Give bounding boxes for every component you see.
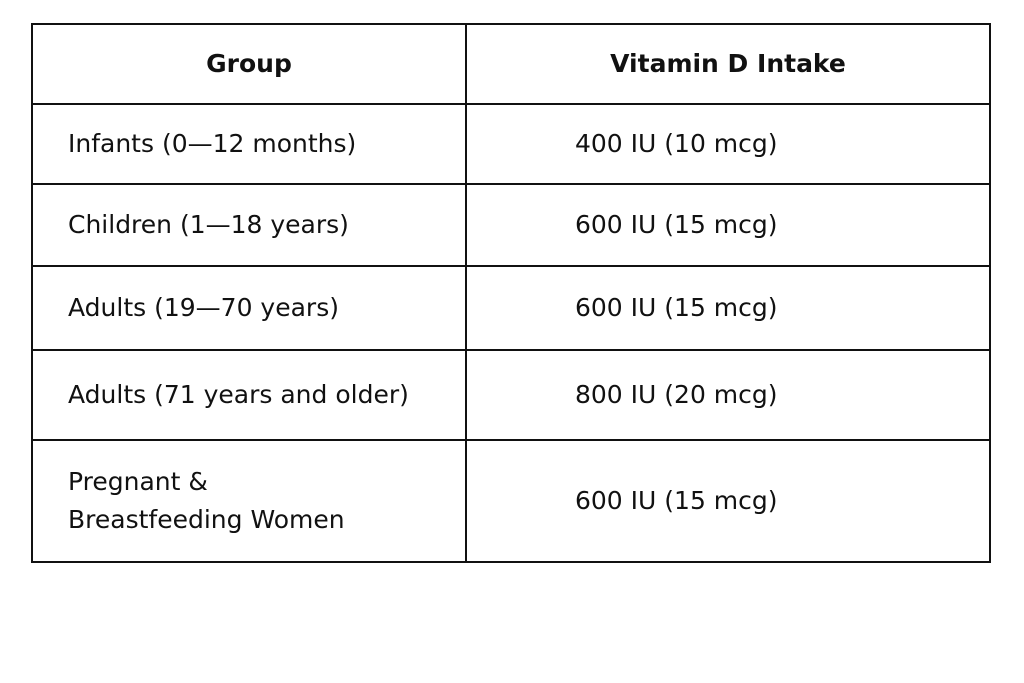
header-cell: Group [31, 23, 467, 105]
group-cell: Children (1—18 years) [31, 183, 467, 267]
group-cell: Adults (71 years and older) [31, 349, 467, 441]
group-cell: Infants (0—12 months) [31, 103, 467, 185]
table-row: Infants (0—12 months) 400 IU (10 mcg) [31, 103, 991, 185]
intake-cell: 600 IU (15 mcg) [465, 265, 991, 351]
intake-cell: 600 IU (15 mcg) [465, 439, 991, 563]
intake-cell: 400 IU (10 mcg) [465, 103, 991, 185]
header-row: Group Vitamin D Intake [31, 23, 991, 105]
table-row: Adults (71 years and older) 800 IU (20 mc… [31, 349, 991, 441]
table-row: Adults (19—70 years) 600 IU (15 mcg) [31, 265, 991, 351]
group-cell: Adults (19—70 years) [31, 265, 467, 351]
intake-cell: 600 IU (15 mcg) [465, 183, 991, 267]
header-cell: Vitamin D Intake [465, 23, 991, 105]
intake-table: Group Vitamin D Intake Infants (0—12 mon… [31, 23, 991, 563]
intake-cell: 800 IU (20 mcg) [465, 349, 991, 441]
group-cell: Pregnant & Breastfeeding Women [31, 439, 467, 563]
table-row: Pregnant & Breastfeeding Women 600 IU (15… [31, 439, 991, 563]
table-row: Children (1—18 years) 600 IU (15 mcg) [31, 183, 991, 267]
